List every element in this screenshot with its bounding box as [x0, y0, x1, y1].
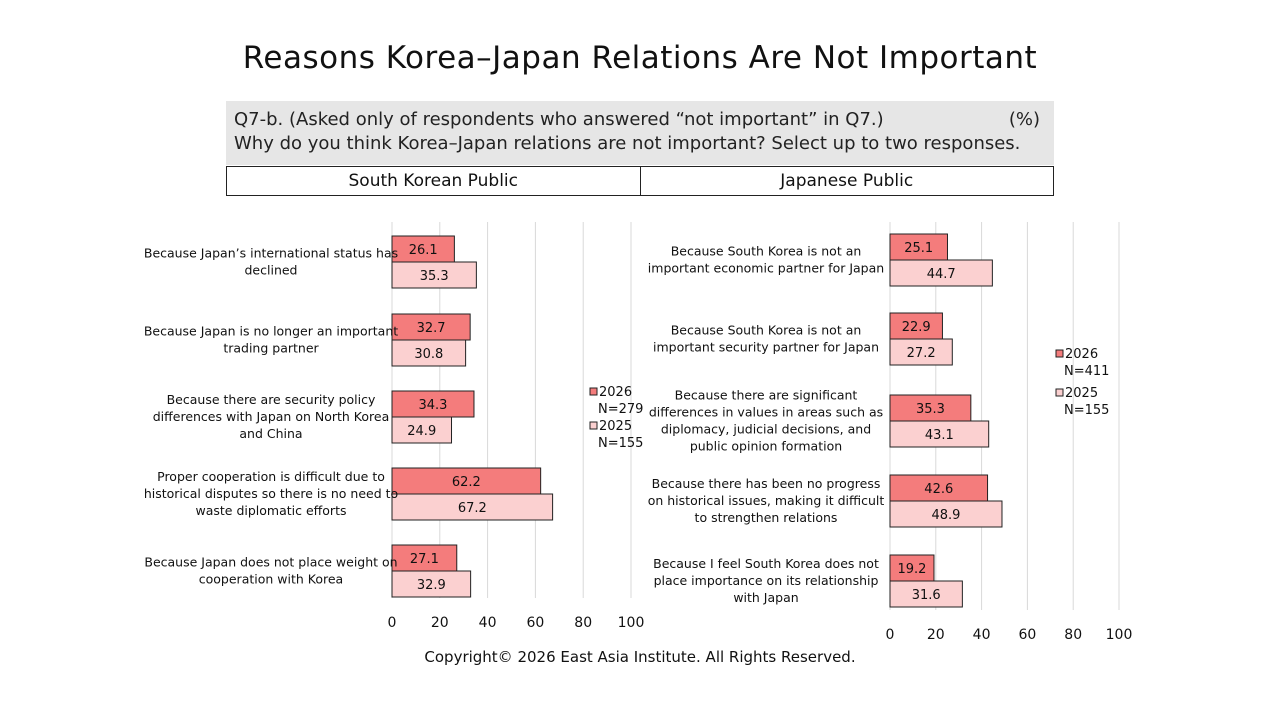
bar-2026 [889, 554, 935, 582]
bar-2025 [391, 416, 453, 444]
bar-2026 [889, 394, 972, 422]
bar-value-label: 35.3 [420, 269, 449, 284]
bar-value-label: 35.3 [916, 402, 945, 417]
x-tick-label: 0 [388, 615, 397, 631]
x-tick-label: 100 [1106, 627, 1133, 643]
unit-label: (%) [1008, 109, 1040, 130]
legend-n-2025: N=155 [1064, 403, 1109, 418]
category-label: Because Japan’s international status has [144, 246, 398, 261]
category-label: important economic partner for Japan [648, 261, 884, 276]
bar-value-label: 32.7 [417, 321, 446, 336]
category-label: place importance on its relationship [654, 573, 879, 588]
x-tick-label: 20 [927, 627, 945, 643]
bar-value-label: 48.9 [932, 508, 961, 523]
bar-value-label: 67.2 [458, 501, 487, 516]
category-label: public opinion formation [690, 439, 842, 454]
bar-2025 [889, 259, 993, 287]
category-label: with Japan [733, 590, 798, 605]
bar-value-label: 30.8 [414, 347, 443, 362]
bar-2026 [391, 544, 458, 572]
question-line-2: Why do you think Korea–Japan relations a… [234, 133, 1021, 154]
x-tick-label: 40 [479, 615, 497, 631]
legend-swatch-2025 [589, 421, 598, 430]
bar-2025 [391, 261, 477, 289]
bar-value-label: 62.2 [452, 475, 481, 490]
copyright-footer: Copyright© 2026 East Asia Institute. All… [424, 648, 856, 666]
bar-value-label: 25.1 [904, 241, 933, 256]
bar-value-label: 34.3 [419, 398, 448, 413]
header-japanese-public: Japanese Public [639, 167, 1054, 195]
category-label: trading partner [223, 341, 319, 356]
bar-2025 [889, 580, 963, 608]
bar-value-label: 32.9 [417, 578, 446, 593]
bar-value-label: 42.6 [924, 482, 953, 497]
legend-label-2026: 2026 [1065, 347, 1098, 362]
bar-value-label: 27.2 [907, 346, 936, 361]
bar-value-label: 31.6 [912, 588, 941, 603]
category-label: Because Japan is no longer an important [144, 324, 398, 339]
category-label: Because there has been no progress [652, 476, 881, 491]
legend-n-2025: N=155 [598, 436, 643, 451]
category-label: cooperation with Korea [199, 572, 343, 587]
category-label: Proper cooperation is difficult due to [157, 469, 385, 484]
bar-value-label: 44.7 [927, 267, 956, 282]
legend-swatch-2026 [589, 387, 598, 396]
category-label: differences with Japan on North Korea [153, 409, 389, 424]
x-tick-label: 40 [973, 627, 991, 643]
bar-2025 [889, 500, 1003, 528]
category-label: Because South Korea is not an [671, 244, 862, 259]
question-line-1: Q7-b. (Asked only of respondents who ans… [234, 109, 884, 130]
bar-value-label: 26.1 [409, 243, 438, 258]
legend-swatch-2026 [1055, 349, 1064, 358]
x-tick-label: 60 [1018, 627, 1036, 643]
bar-value-label: 27.1 [410, 552, 439, 567]
category-label: Because Japan does not place weight on [144, 555, 397, 570]
category-label: Because there are significant [675, 388, 858, 403]
bar-2026 [889, 233, 948, 261]
category-label: Because South Korea is not an [671, 323, 862, 338]
x-tick-label: 100 [618, 615, 645, 631]
category-label: Because there are security policy [167, 392, 376, 407]
category-label: Because I feel South Korea does not [653, 556, 879, 571]
bar-2026 [391, 390, 475, 418]
bar-2025 [889, 420, 990, 448]
category-label: declined [245, 263, 298, 278]
bar-value-label: 24.9 [407, 424, 436, 439]
x-tick-label: 0 [886, 627, 895, 643]
bar-value-label: 43.1 [925, 428, 954, 443]
legend-label-2025: 2025 [599, 419, 632, 434]
category-label: on historical issues, making it difficul… [648, 493, 885, 508]
bar-2025 [889, 338, 953, 366]
category-label: differences in values in areas such as [649, 405, 883, 420]
category-label: diplomacy, judicial decisions, and [661, 422, 871, 437]
x-tick-label: 80 [574, 615, 592, 631]
bar-value-label: 22.9 [902, 320, 931, 335]
header-south-korean-public: South Korean Public [348, 171, 519, 191]
bar-value-label: 19.2 [898, 562, 927, 577]
page-title: Reasons Korea–Japan Relations Are Not Im… [242, 40, 1038, 76]
bar-2026 [889, 474, 989, 502]
legend-label-2026: 2026 [599, 385, 632, 400]
category-label: waste diplomatic efforts [196, 503, 347, 518]
category-label: important security partner for Japan [653, 340, 879, 355]
x-tick-label: 20 [431, 615, 449, 631]
legend-n-2026: N=279 [598, 402, 643, 417]
x-tick-label: 80 [1064, 627, 1082, 643]
question-box: Q7-b. (Asked only of respondents who ans… [226, 101, 1054, 165]
legend-n-2026: N=411 [1064, 364, 1109, 379]
bar-2025 [391, 493, 554, 521]
category-label: historical disputes so there is no need … [144, 486, 398, 501]
panel-headers: South Korean Public Japanese Public [226, 166, 1054, 196]
x-tick-label: 60 [526, 615, 544, 631]
legend-swatch-2025 [1055, 388, 1064, 397]
category-label: and China [239, 426, 302, 441]
category-label: to strengthen relations [695, 510, 838, 525]
bar-2025 [391, 339, 467, 367]
bar-2025 [391, 570, 472, 598]
legend-label-2025: 2025 [1065, 386, 1098, 401]
